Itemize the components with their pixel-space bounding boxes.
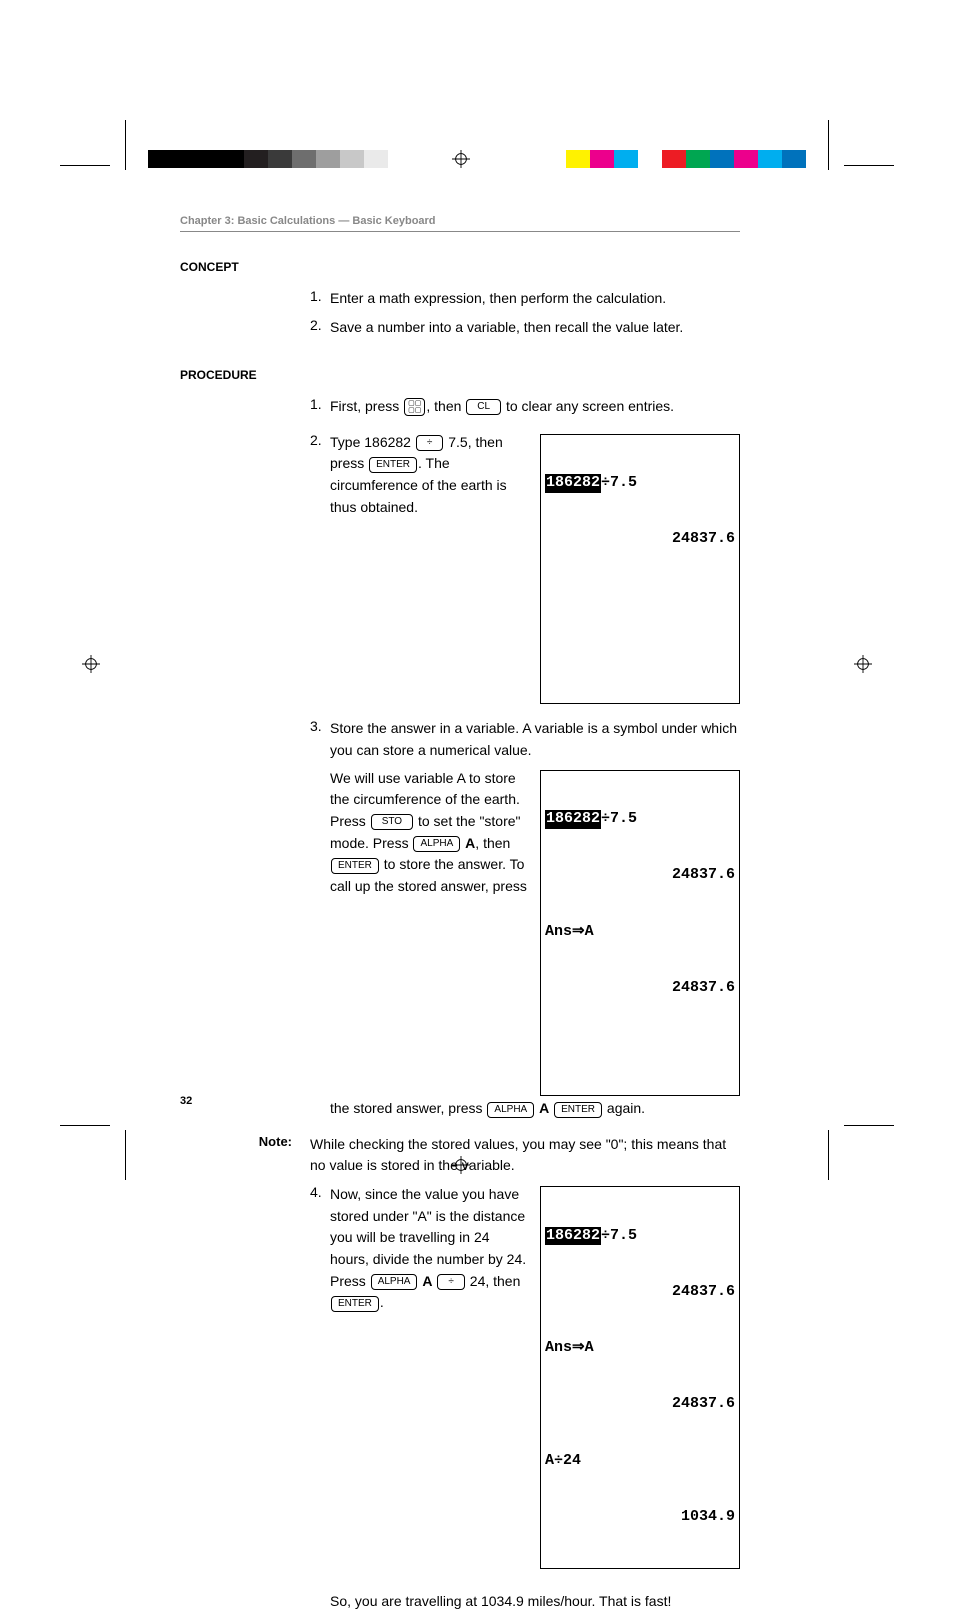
procedure-step-3-tail: the stored answer, press ALPHA A ENTER a… <box>310 1098 740 1120</box>
procedure-step-4: 4. Now, since the value you have stored … <box>310 1184 740 1569</box>
procedure-step-2: 2. Type 186282 ÷ 7.5, then press ENTER. … <box>310 432 740 705</box>
registration-mark-top <box>452 150 470 168</box>
calculator-screen-3: 186282÷7.5 24837.6 Ans⇒A 24837.6 A÷24 10… <box>540 1186 740 1569</box>
final-sentence: So, you are travelling at 1034.9 miles/h… <box>330 1591 740 1612</box>
page-content: Chapter 3: Basic Calculations — Basic Ke… <box>180 215 740 1612</box>
divide-key: ÷ <box>437 1274 465 1290</box>
concept-item: Enter a math expression, then perform th… <box>330 288 740 309</box>
alpha-key: ALPHA <box>487 1102 534 1118</box>
note: Note: While checking the stored values, … <box>180 1134 740 1176</box>
chapter-rule <box>180 231 740 232</box>
note-label: Note: <box>180 1134 310 1176</box>
enter-key: ENTER <box>331 1296 379 1312</box>
mode-key: ▢▢▢▢ <box>404 398 425 416</box>
procedure-step-1: 1. First, press ▢▢▢▢, then CL to clear a… <box>310 396 740 418</box>
procedure-label: PROCEDURE <box>180 368 740 382</box>
enter-key: ENTER <box>554 1102 602 1118</box>
procedure-step-3: 3. Store the answer in a variable. A var… <box>310 718 740 761</box>
chapter-title: Chapter 3: Basic Calculations — Basic Ke… <box>180 215 740 227</box>
divide-key: ÷ <box>416 435 444 451</box>
calculator-screen-1: 186282÷7.5 24837.6 <box>540 434 740 705</box>
concept-list: 1.Enter a math expression, then perform … <box>310 288 740 338</box>
alpha-key: ALPHA <box>413 836 460 852</box>
colourbar-left <box>148 150 388 168</box>
registration-mark-left <box>82 655 100 673</box>
cl-key: CL <box>466 399 501 415</box>
registration-mark-right <box>854 655 872 673</box>
enter-key: ENTER <box>331 858 379 874</box>
sto-key: STO <box>371 814 413 830</box>
alpha-key: ALPHA <box>371 1274 418 1290</box>
procedure-step-3-body: We will use variable A to store the circ… <box>310 768 740 1097</box>
calculator-screen-2: 186282÷7.5 24837.6 Ans⇒A 24837.6 <box>540 770 740 1097</box>
concept-item: Save a number into a variable, then reca… <box>330 317 740 338</box>
concept-label: CONCEPT <box>180 260 740 274</box>
colourbar-right <box>566 150 806 168</box>
page-number: 32 <box>180 1095 192 1107</box>
enter-key: ENTER <box>369 457 417 473</box>
note-body: While checking the stored values, you ma… <box>310 1134 740 1176</box>
